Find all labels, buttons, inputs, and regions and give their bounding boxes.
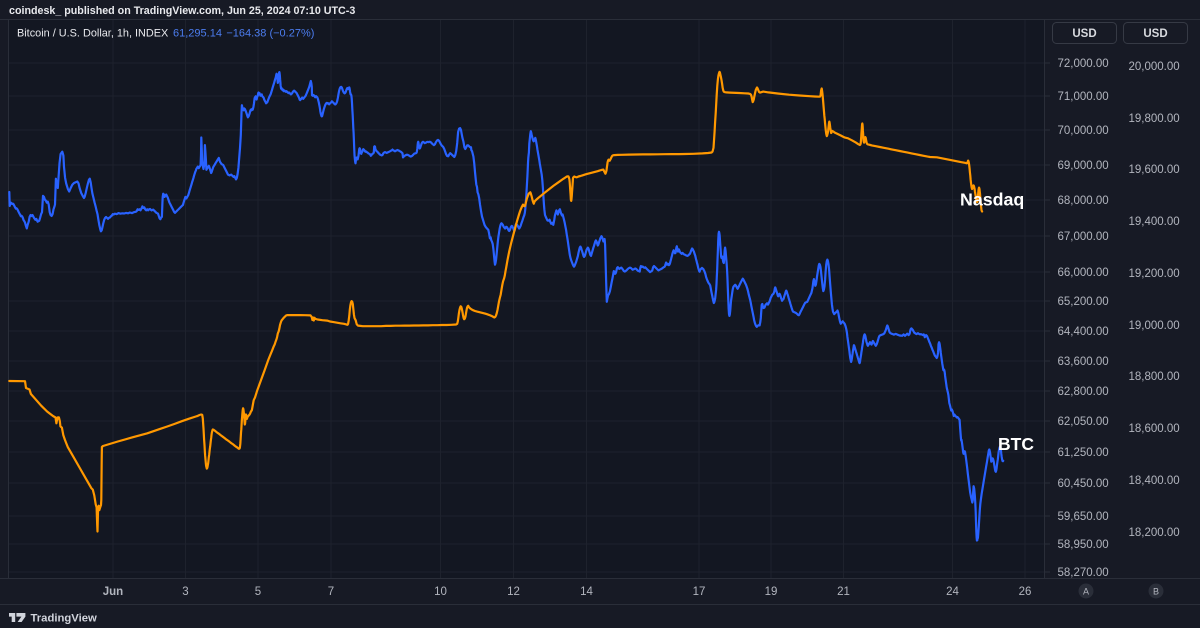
- svg-text:Bitcoin / U.S. Dollar, 1h, IND: Bitcoin / U.S. Dollar, 1h, INDEX: [17, 28, 169, 40]
- svg-text:19,800.00: 19,800.00: [1129, 113, 1180, 125]
- svg-text:69,000.00: 69,000.00: [1058, 160, 1109, 172]
- svg-text:20,000.00: 20,000.00: [1129, 61, 1180, 73]
- svg-text:5: 5: [255, 586, 261, 598]
- svg-text:10: 10: [434, 586, 447, 598]
- svg-text:18,600.00: 18,600.00: [1129, 423, 1180, 435]
- svg-text:BTC: BTC: [998, 434, 1034, 454]
- svg-text:19,000.00: 19,000.00: [1129, 320, 1180, 332]
- svg-text:coindesk_ published on Trading: coindesk_ published on TradingView.com, …: [9, 5, 355, 17]
- svg-text:USD: USD: [1072, 28, 1096, 40]
- svg-text:18,800.00: 18,800.00: [1129, 371, 1180, 383]
- svg-text:72,000.00: 72,000.00: [1058, 58, 1109, 70]
- svg-text:19,200.00: 19,200.00: [1129, 268, 1180, 280]
- svg-text:B: B: [1153, 587, 1159, 597]
- svg-text:64,400.00: 64,400.00: [1058, 326, 1109, 338]
- svg-text:65,200.00: 65,200.00: [1058, 296, 1109, 308]
- svg-text:Nasdaq: Nasdaq: [960, 190, 1024, 210]
- svg-text:3: 3: [182, 586, 188, 598]
- svg-text:63,600.00: 63,600.00: [1058, 356, 1109, 368]
- svg-text:70,000.00: 70,000.00: [1058, 125, 1109, 137]
- svg-text:24: 24: [946, 586, 959, 598]
- svg-text:68,000.00: 68,000.00: [1058, 195, 1109, 207]
- svg-text:A: A: [1083, 587, 1089, 597]
- svg-text:59,650.00: 59,650.00: [1058, 511, 1109, 523]
- svg-text:12: 12: [507, 586, 520, 598]
- svg-text:61,250.00: 61,250.00: [1058, 447, 1109, 459]
- svg-text:21: 21: [837, 586, 850, 598]
- svg-text:TradingView: TradingView: [31, 613, 98, 625]
- svg-text:61,295.14 −164.38 (−0.27%): 61,295.14 −164.38 (−0.27%): [173, 28, 314, 40]
- svg-text:USD: USD: [1143, 28, 1167, 40]
- svg-text:18,400.00: 18,400.00: [1129, 475, 1180, 487]
- svg-text:67,000.00: 67,000.00: [1058, 231, 1109, 243]
- svg-text:62,800.00: 62,800.00: [1058, 386, 1109, 398]
- svg-text:Jun: Jun: [103, 586, 123, 598]
- svg-text:19,600.00: 19,600.00: [1129, 164, 1180, 176]
- svg-text:58,950.00: 58,950.00: [1058, 539, 1109, 551]
- svg-text:19: 19: [765, 586, 778, 598]
- svg-text:60,450.00: 60,450.00: [1058, 478, 1109, 490]
- svg-text:58,270.00: 58,270.00: [1058, 567, 1109, 579]
- svg-text:71,000.00: 71,000.00: [1058, 91, 1109, 103]
- svg-text:18,200.00: 18,200.00: [1129, 527, 1180, 539]
- svg-text:14: 14: [580, 586, 593, 598]
- svg-text:66,000.00: 66,000.00: [1058, 267, 1109, 279]
- svg-text:7: 7: [328, 586, 334, 598]
- svg-text:19,400.00: 19,400.00: [1129, 216, 1180, 228]
- svg-text:17: 17: [693, 586, 706, 598]
- svg-text:26: 26: [1019, 586, 1032, 598]
- svg-text:62,050.00: 62,050.00: [1058, 416, 1109, 428]
